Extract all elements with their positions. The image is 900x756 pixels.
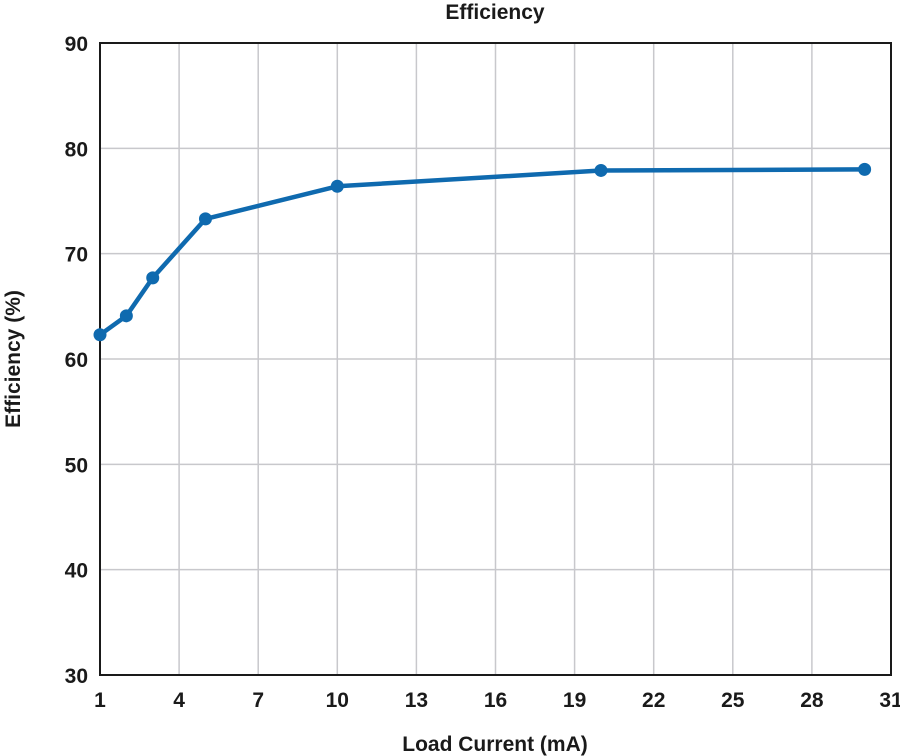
series-layer — [93, 162, 872, 342]
y-tick-label: 70 — [65, 244, 88, 267]
x-tick-label: 1 — [94, 689, 106, 712]
data-point — [119, 309, 133, 323]
data-point — [594, 163, 608, 177]
x-tick-label: 22 — [642, 689, 665, 712]
x-tick-label: 4 — [173, 689, 185, 712]
y-axis-ticks: 30 40 50 60 70 80 90 — [65, 33, 88, 688]
x-tick-label: 19 — [563, 689, 586, 712]
y-tick-label: 80 — [65, 138, 88, 161]
data-point — [198, 212, 212, 226]
data-point — [858, 162, 872, 176]
x-axis-label: Load Current (mA) — [402, 733, 588, 756]
x-tick-label: 7 — [252, 689, 264, 712]
y-tick-label: 50 — [65, 454, 88, 477]
y-tick-label: 60 — [65, 349, 88, 372]
x-tick-label: 25 — [721, 689, 745, 712]
x-tick-label: 28 — [800, 689, 824, 712]
x-tick-label: 16 — [484, 689, 507, 712]
plot-area — [99, 42, 892, 676]
series-line — [97, 167, 867, 338]
data-point — [330, 179, 344, 193]
x-tick-label: 10 — [326, 689, 349, 712]
x-tick-label: 13 — [405, 689, 428, 712]
grid — [100, 43, 891, 675]
x-tick-label: 31 — [879, 689, 900, 712]
data-point — [93, 328, 107, 342]
chart-title: Efficiency — [445, 1, 545, 24]
y-tick-label: 40 — [65, 560, 88, 583]
data-point — [146, 271, 160, 285]
x-axis-ticks: 1 4 7 10 13 16 19 22 25 28 31 — [94, 689, 900, 712]
y-tick-label: 90 — [65, 33, 88, 56]
y-axis-label: Efficiency (%) — [2, 290, 25, 428]
y-tick-label: 30 — [65, 665, 88, 688]
